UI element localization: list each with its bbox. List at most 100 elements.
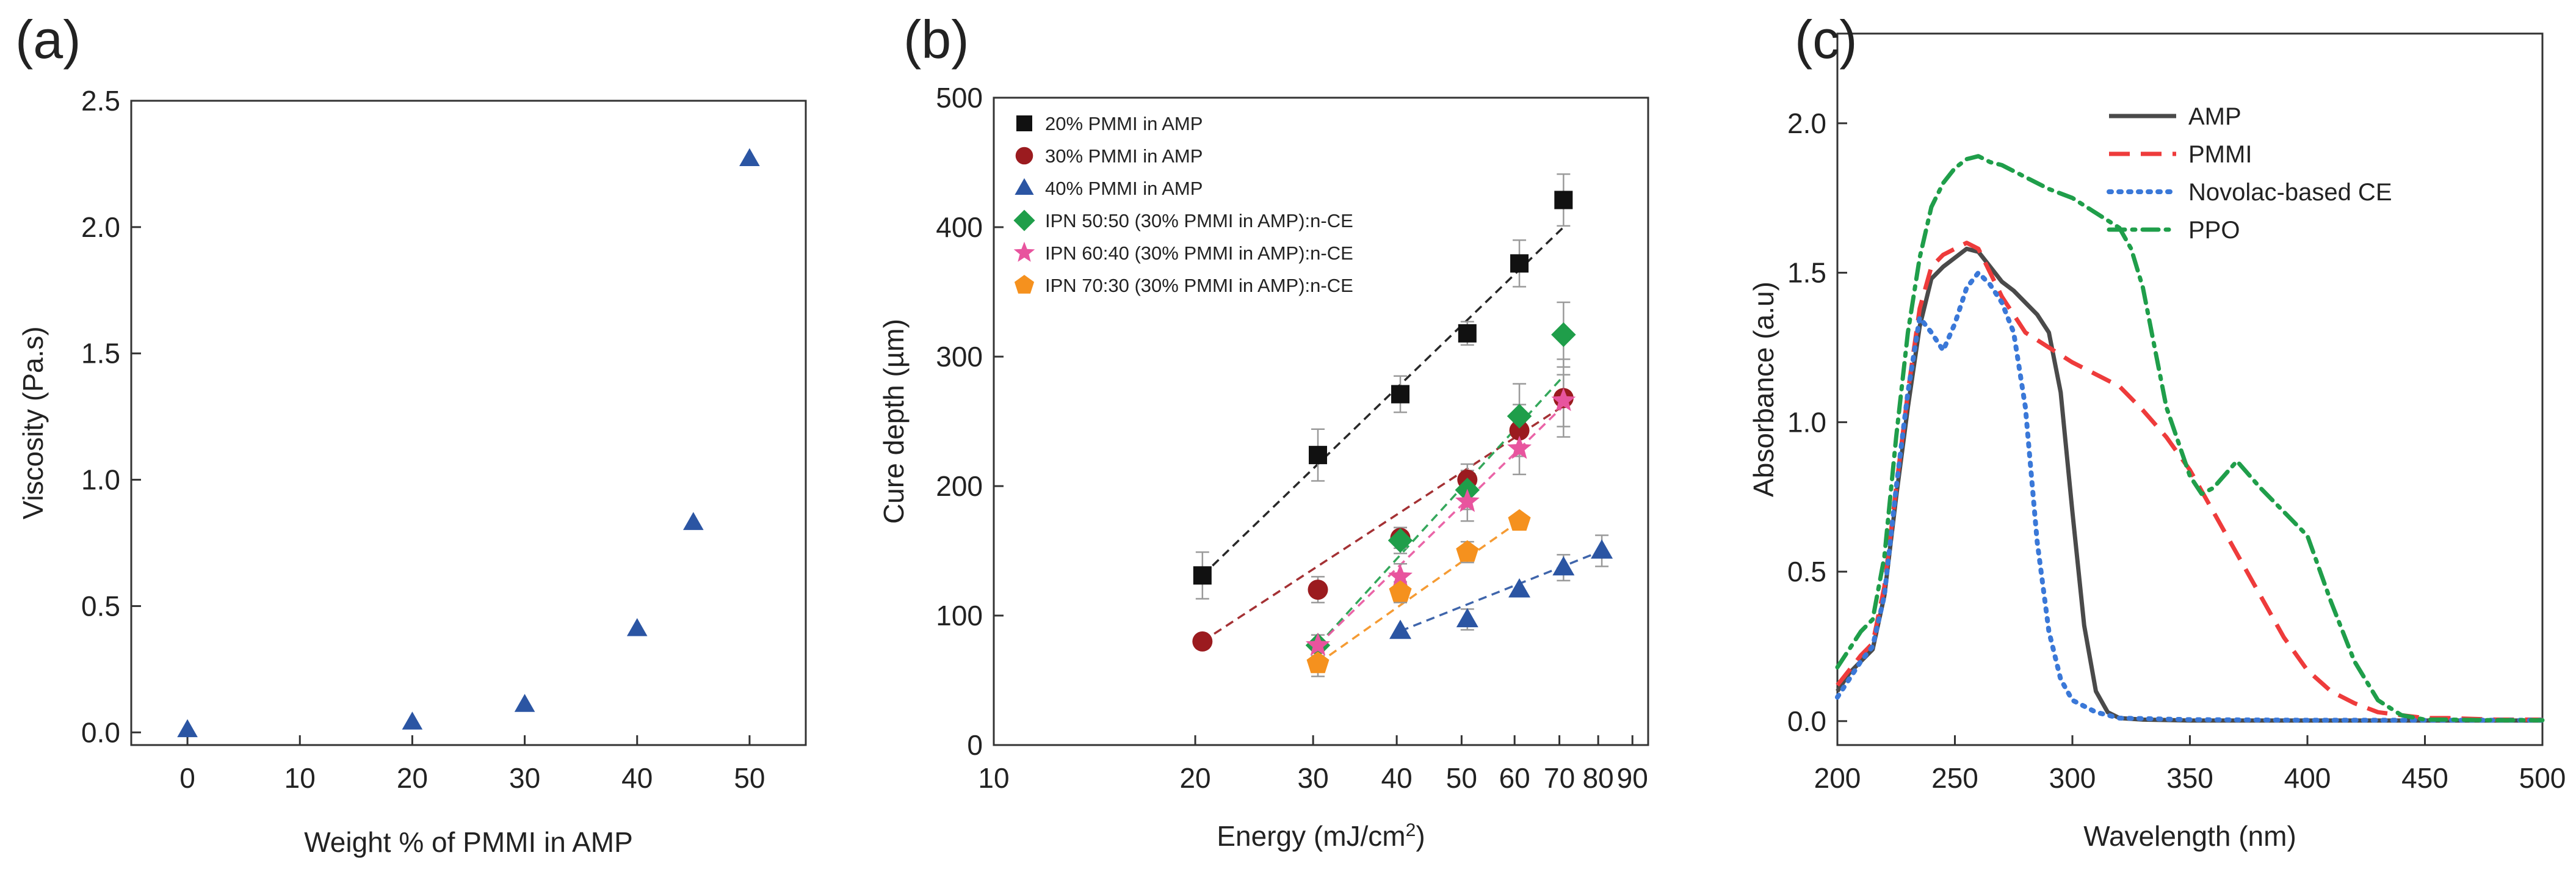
panel-b-data-point [1389,619,1412,639]
panel-b-x-tick-label: 70 [1544,762,1575,794]
panel-b-data-point [1551,388,1576,412]
panel-b-legend-marker [1015,178,1034,195]
panel-b: 10 20 30 40 50 60 70 80 90 0 100 200 300 400 500 (b) Ene… [878,9,1649,853]
panel-b-data-point [1391,385,1410,404]
panel-b-data-point [1508,509,1531,531]
panel-b-data-point [1306,632,1330,656]
panel-c-x-tick-label: 400 [2284,762,2331,794]
panel-b-legend-label: 30% PMMI in AMP [1045,145,1203,167]
panel-c-y-tick-label: 2.0 [1787,107,1826,139]
panel-b-x-tick-label: 60 [1499,762,1530,794]
panel-b-data-point [1387,528,1413,553]
panel-b-legend-label: IPN 50:50 (30% PMMI in AMP):n-CE [1045,210,1353,231]
panel-b-data-point [1306,651,1330,674]
panel-c-legend-label: PPO [2188,217,2240,244]
panel-b-data-point [1455,489,1480,512]
panel-b-data-point [1510,254,1529,273]
panel-a-x-tick-label: 20 [397,762,428,794]
panel-b-data-point [1509,420,1530,441]
panel-b-data-point [1591,539,1613,559]
panel-b-y-tick-label: 300 [936,341,983,373]
panel-b-fit-line [1317,375,1565,646]
panel-a-data-point [739,148,760,167]
panel-c-series-line [1835,270,2545,723]
panel-b-legend-marker [1013,209,1035,231]
panel-a-data-point [683,512,704,530]
panel-c-x-axis-title: Wavelength (nm) [2083,820,2296,852]
panel-b-y-axis-title: Cure depth (µm) [878,319,910,524]
panel-c-series-line [1836,241,2542,722]
panel-c-legend-label: PMMI [2188,141,2252,168]
panel-b-label: (b) [903,9,969,70]
panel-c-x-tick-label: 500 [2519,762,2566,794]
panel-b-x-tick-label: 30 [1298,762,1329,794]
panel-a-y-axis-title: Viscosity (Pa.s) [17,326,49,519]
panel-c-series-line [1836,246,2542,723]
panel-b-x-axis-title-close: ) [1416,820,1425,852]
panel-b-plot-frame [993,96,1649,746]
panel-a-label: (a) [15,9,81,70]
panel-b-fit-line [1201,405,1565,642]
panel-a-data-point [402,711,423,730]
panel-a-y-tick-label: 1.5 [81,338,120,369]
panel-c-legend-label: Novolac-based CE [2188,179,2392,206]
panel-a-y-tick-label: 0.5 [81,590,120,622]
panel-b-data-point [1507,404,1532,429]
panel-b-legend-label: IPN 70:30 (30% PMMI in AMP):n-CE [1045,275,1353,296]
panel-c-legend-label: AMP [2188,103,2241,130]
panel-c-y-tick-label: 1.0 [1787,406,1826,438]
panel-c-label: (c) [1795,9,1858,70]
panel-b-legend-marker [1014,275,1035,294]
panel-a-x-tick-label: 0 [179,762,195,794]
panel-b-data-point [1308,446,1327,465]
panel-c-plot-frame [1836,32,2544,746]
panel-b-y-tick-label: 200 [936,470,983,502]
panel-b-fit-line [1317,520,1521,664]
panel-b-legend-marker [1015,147,1033,165]
panel-a-y-tick-label: 0.0 [81,716,120,748]
panel-a-y-tick-label: 2.0 [81,211,120,243]
panel-b-x-tick-label: 80 [1583,762,1614,794]
panel-b-data-point [1388,564,1413,587]
panel-b-legend-label: IPN 60:40 (30% PMMI in AMP):n-CE [1045,242,1353,264]
panel-b-x-axis-title: Energy (mJ/cm2) [1217,820,1425,853]
panel-b-x-tick-label: 40 [1381,762,1413,794]
panel-b-y-tick-label: 100 [936,600,983,631]
panel-c: 200 250 300 350 400 450 500 0.0 0.5 1.0 1.5 2.0 (c) W… [1748,9,2566,852]
panel-b-data-point [1507,435,1532,459]
panel-b-data-point [1456,540,1479,562]
panel-b-legend-label: 40% PMMI in AMP [1045,178,1203,199]
panel-b-data-point [1458,324,1477,343]
panel-a-x-tick-label: 40 [621,762,653,794]
panel-b-data-point [1554,191,1573,209]
panel-b-legend-marker [1016,115,1032,131]
panel-b-y-tick-label: 400 [936,211,983,243]
panel-a-data-point [514,694,535,712]
panel-a-data-point [177,719,198,738]
panel-b-fit-line [1400,550,1602,633]
panel-c-x-tick-label: 250 [1931,762,1978,794]
panel-a-data-point [626,618,648,636]
panel-b-data-point [1551,322,1576,347]
panel-c-y-axis-title: Absorbance (a.u) [1748,282,1779,497]
panel-a-x-tick-label: 50 [734,762,765,794]
panel-b-data-point [1456,608,1478,628]
panel-a-x-tick-label: 30 [509,762,540,794]
panel-b-legend-marker [1013,241,1035,262]
panel-b-x-tick-label: 90 [1617,762,1648,794]
panel-a: 0 10 20 30 40 50 0.0 0.5 1.0 1.5 2.0 2.5(a) Weight %… [15,9,807,858]
panel-a-plot-frame [130,100,807,746]
panel-c-y-tick-label: 0.5 [1787,556,1826,587]
panel-a-x-axis-title: Weight % of PMMI in AMP [304,826,633,858]
panel-b-y-tick-label: 0 [967,729,983,761]
panel-b-x-tick-label: 10 [978,762,1009,794]
panel-c-series-line [1835,154,2545,722]
panel-b-y-tick-label: 500 [936,82,983,114]
panel-c-y-tick-label: 0.0 [1787,705,1826,737]
panel-c-x-tick-label: 450 [2401,762,2448,794]
panel-c-x-tick-label: 350 [2166,762,2213,794]
panel-b-data-point [1508,578,1531,598]
panel-a-x-tick-label: 10 [284,762,316,794]
panel-b-x-axis-title-superscript: 2 [1406,820,1416,840]
panel-b-data-point [1552,556,1575,576]
